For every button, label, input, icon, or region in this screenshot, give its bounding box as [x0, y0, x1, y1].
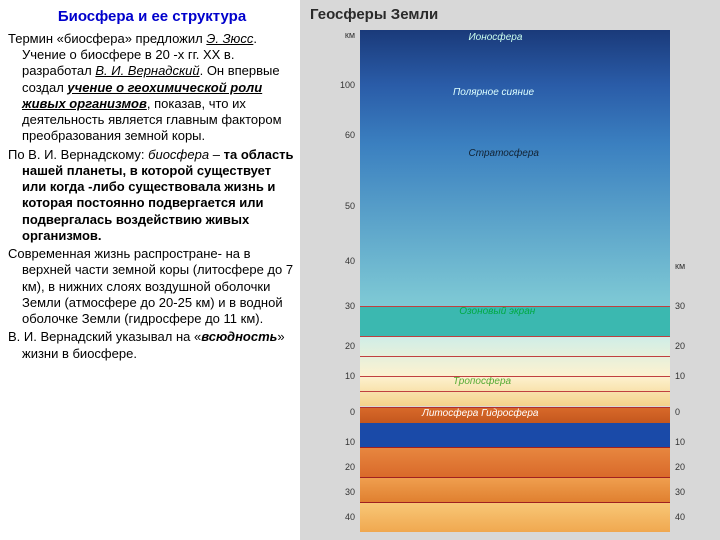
scale-tick-left: 60	[325, 130, 355, 140]
band-stratosphere: Стратосфера	[360, 145, 670, 306]
divider-line	[360, 336, 670, 337]
band-crust3	[360, 502, 670, 532]
scale-tick-left: 0	[325, 407, 355, 417]
p2b-biosphere: биосфера	[148, 147, 209, 162]
slide-title: Биосфера и ее структура	[8, 8, 296, 27]
p4a: В. И. Вернадский указывал на «	[8, 329, 201, 344]
band-label-litho-hydro: Литосфера Гидросфера	[422, 408, 539, 419]
scale-tick-left: 30	[325, 301, 355, 311]
band-ionosphere: Ионосфера	[360, 30, 670, 85]
divider-line	[360, 306, 670, 307]
diagram-column: Геосферы Земли Ионосфера Полярное сияние С…	[300, 0, 720, 540]
paragraph-3: Современная жизнь распростране- на в вер…	[8, 246, 296, 327]
scale-tick-right: 30	[675, 487, 705, 497]
divider-line	[360, 447, 670, 448]
geospheres-diagram: Ионосфера Полярное сияние Стратосфера Озоно…	[360, 30, 670, 532]
divider-line	[360, 356, 670, 357]
scale-tick-left: 10	[325, 371, 355, 381]
p1b-author-suess: Э. Зюсс	[206, 31, 253, 46]
band-crust1	[360, 447, 670, 477]
band-label-stratosphere: Стратосфера	[469, 148, 540, 159]
band-label-ionosphere: Ионосфера	[469, 32, 523, 43]
paragraph-4: В. И. Вернадский указывал на «всюдность»…	[8, 329, 296, 362]
band-crust2	[360, 477, 670, 502]
scale-tick-right: 30	[675, 301, 705, 311]
divider-line	[360, 502, 670, 503]
paragraph-2: По В. И. Вернадскому: биосфера – та обла…	[8, 147, 296, 245]
scale-tick-left: 20	[325, 341, 355, 351]
scale-tick-left: 100	[325, 80, 355, 90]
scale-tick-left: 30	[325, 487, 355, 497]
scale-tick-right: 20	[675, 462, 705, 472]
p2a: По В. И. Вернадскому:	[8, 147, 148, 162]
scale-tick-right: 10	[675, 437, 705, 447]
band-ozone: Озоновый экран	[360, 306, 670, 336]
text-column: Биосфера и ее структура Термин «биосфера…	[0, 0, 300, 540]
band-aurora: Полярное сияние	[360, 85, 670, 145]
p4b-ubiquity: всюдность	[201, 329, 277, 344]
scale-tick-left: 10	[325, 437, 355, 447]
p1d-author-vernadsky: В. И. Вернадский	[95, 63, 199, 78]
scale-unit-left: км	[325, 30, 355, 40]
p1a: Термин «биосфера» предложил	[8, 31, 206, 46]
scale-tick-left: 50	[325, 201, 355, 211]
paragraph-1: Термин «биосфера» предложил Э. Зюсс. Уче…	[8, 31, 296, 145]
diagram-title: Геосферы Земли	[310, 6, 438, 23]
scale-unit-right: км	[675, 261, 705, 271]
divider-line	[360, 407, 670, 408]
scale-tick-right: 20	[675, 341, 705, 351]
scale-tick-left: 20	[325, 462, 355, 472]
divider-line	[360, 477, 670, 478]
scale-tick-right: 40	[675, 512, 705, 522]
band-litho-hydro: Литосфера Гидросфера	[360, 407, 670, 447]
band-label-troposphere: Тропосфера	[453, 376, 511, 387]
divider-line	[360, 391, 670, 392]
band-label-aurora: Полярное сияние	[453, 87, 534, 98]
scale-tick-right: 10	[675, 371, 705, 381]
slide-container: Биосфера и ее структура Термин «биосфера…	[0, 0, 720, 540]
divider-line	[360, 376, 670, 377]
p2c: –	[209, 147, 223, 162]
scale-tick-left: 40	[325, 256, 355, 266]
scale-tick-left: 40	[325, 512, 355, 522]
band-label-ozone: Озоновый экран	[459, 306, 535, 317]
scale-tick-right: 0	[675, 407, 705, 417]
